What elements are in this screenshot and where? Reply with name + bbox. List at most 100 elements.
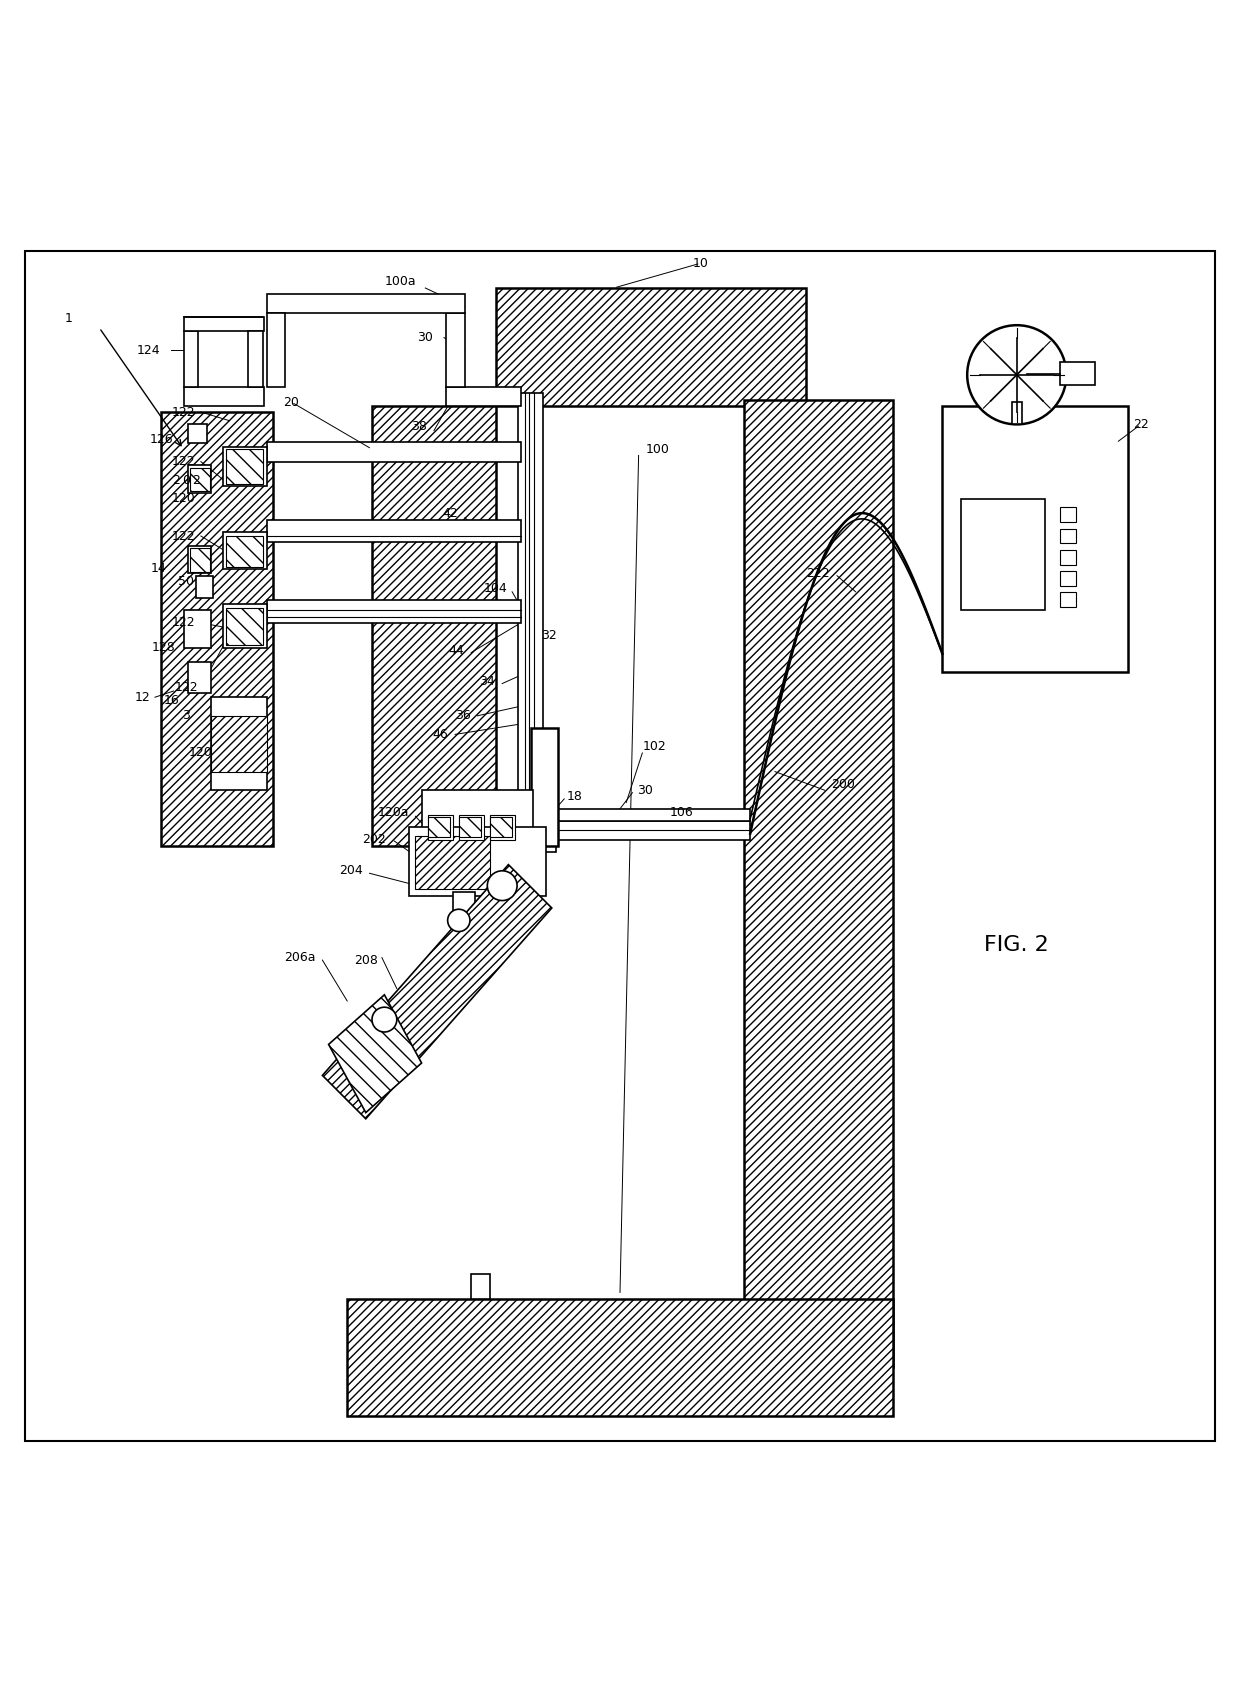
Bar	[196, 575, 213, 597]
Text: 100a: 100a	[384, 276, 417, 288]
Bar	[496, 288, 806, 406]
Bar	[518, 394, 543, 853]
Text: 10: 10	[693, 257, 708, 269]
Bar	[1060, 528, 1076, 543]
Bar	[1060, 570, 1076, 585]
Text: 102: 102	[642, 741, 667, 753]
Bar	[267, 294, 465, 313]
Bar	[428, 817, 450, 838]
Bar	[558, 809, 750, 821]
Text: 120: 120	[188, 746, 213, 760]
Bar	[744, 399, 893, 1367]
Text: 106: 106	[670, 805, 694, 819]
Text: 104: 104	[484, 582, 508, 594]
Circle shape	[487, 871, 517, 900]
Bar	[226, 607, 263, 645]
Bar	[188, 425, 207, 443]
Text: 3: 3	[182, 709, 190, 722]
Bar	[190, 467, 210, 491]
Text: 202: 202	[362, 832, 387, 846]
Bar	[459, 816, 484, 839]
Bar	[409, 827, 546, 895]
Text: 34: 34	[480, 675, 495, 687]
Bar	[471, 1274, 490, 1298]
Text: 2: 2	[172, 474, 180, 487]
Bar	[248, 332, 263, 387]
Text: 126: 126	[149, 433, 174, 445]
Bar	[372, 406, 496, 846]
Polygon shape	[329, 995, 422, 1113]
Bar	[942, 406, 1128, 672]
Text: 16: 16	[164, 694, 179, 707]
Text: 44: 44	[449, 643, 464, 656]
Text: 122: 122	[171, 406, 196, 418]
Bar	[161, 411, 273, 846]
Bar	[428, 816, 453, 839]
Text: 128: 128	[151, 641, 176, 655]
Bar	[1060, 592, 1076, 607]
Text: 20: 20	[284, 396, 299, 408]
Bar	[1060, 508, 1076, 523]
Bar	[490, 817, 512, 838]
Bar	[267, 519, 521, 541]
Text: 124: 124	[136, 343, 161, 357]
Text: 18: 18	[567, 790, 582, 804]
Bar	[267, 601, 521, 623]
Bar	[446, 313, 465, 387]
Text: 208: 208	[353, 954, 378, 966]
Bar	[223, 604, 267, 648]
Bar	[184, 387, 264, 406]
Text: 200: 200	[831, 778, 856, 790]
Text: 50: 50	[179, 575, 193, 589]
Bar	[267, 442, 521, 462]
Bar	[226, 536, 263, 567]
Bar	[453, 892, 475, 914]
Bar	[415, 836, 490, 890]
Bar	[1060, 362, 1095, 384]
Bar	[347, 1298, 893, 1416]
Text: 1: 1	[64, 313, 72, 325]
Text: 46: 46	[433, 728, 448, 741]
Text: 30: 30	[418, 332, 433, 343]
Text: 122: 122	[171, 455, 196, 469]
Text: 22: 22	[1133, 418, 1148, 431]
Text: 122: 122	[174, 680, 198, 694]
Text: 122: 122	[171, 616, 196, 629]
Bar	[223, 533, 267, 570]
Bar	[422, 790, 533, 846]
Bar	[1060, 550, 1076, 565]
Text: FIG. 2: FIG. 2	[985, 936, 1049, 956]
Text: 2: 2	[192, 474, 200, 487]
Text: 120a: 120a	[377, 805, 409, 819]
Bar	[211, 716, 267, 772]
Circle shape	[372, 1007, 397, 1032]
Bar	[190, 548, 210, 572]
Bar	[211, 697, 267, 790]
Bar	[267, 313, 285, 387]
Text: 206: 206	[409, 992, 434, 1003]
Bar	[184, 611, 211, 648]
Text: 100: 100	[645, 443, 670, 455]
Text: 0: 0	[182, 474, 190, 487]
Bar	[226, 448, 263, 484]
Bar	[446, 387, 521, 406]
Bar	[223, 447, 267, 486]
Text: 206a: 206a	[284, 951, 316, 964]
Text: 14: 14	[151, 562, 166, 575]
Circle shape	[448, 909, 470, 932]
Bar	[188, 547, 211, 574]
Text: 38: 38	[412, 420, 427, 433]
Text: 222: 222	[806, 567, 831, 580]
Bar	[531, 728, 558, 846]
Circle shape	[967, 325, 1066, 425]
Bar	[961, 499, 1045, 611]
Text: 204a: 204a	[425, 810, 458, 822]
Text: 204: 204	[339, 865, 363, 876]
Bar	[558, 821, 750, 839]
Bar	[184, 316, 264, 332]
Text: 12: 12	[135, 690, 150, 704]
Text: 30: 30	[637, 783, 652, 797]
Bar	[188, 663, 211, 694]
Bar	[508, 797, 556, 853]
Bar	[1012, 403, 1022, 425]
